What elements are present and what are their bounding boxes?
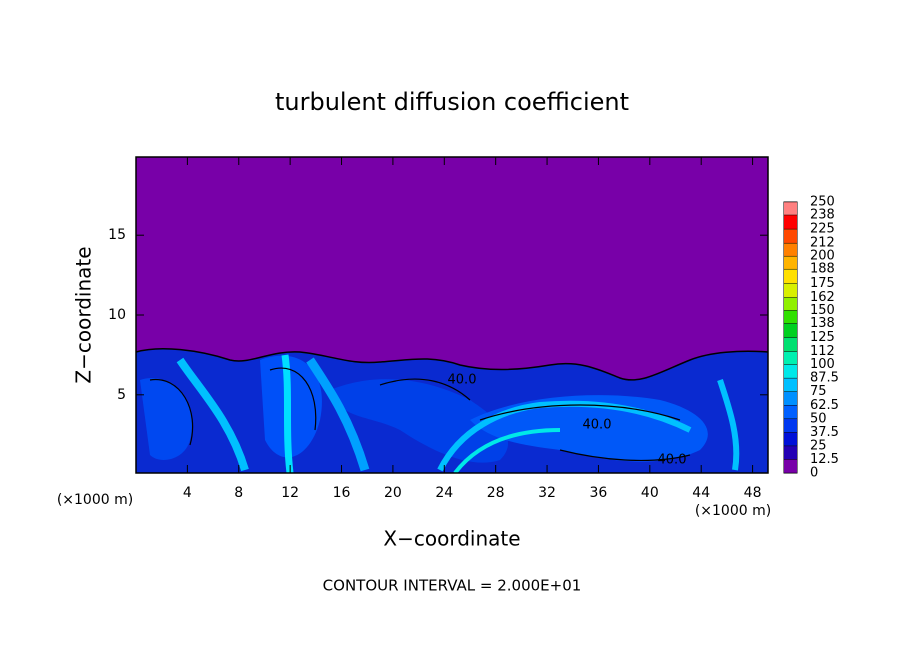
colorbar-label: 150 xyxy=(810,303,835,318)
colorbar-label: 138 xyxy=(810,316,835,331)
colorbar-label: 25 xyxy=(810,438,827,453)
contour-field xyxy=(136,157,768,473)
contour-note: CONTOUR INTERVAL = 2.000E+01 xyxy=(323,577,582,595)
colorbar-label: 125 xyxy=(810,330,835,345)
x-tick-label: 28 xyxy=(487,485,505,501)
colorbar-segment xyxy=(784,391,797,406)
colorbar-segment xyxy=(784,351,797,365)
colorbar-label: 12.5 xyxy=(810,452,839,467)
colorbar-label: 62.5 xyxy=(810,398,839,413)
colorbar-label: 175 xyxy=(810,276,835,291)
contour-label: 40.0 xyxy=(658,453,687,468)
colorbar-label: 238 xyxy=(810,208,835,223)
colorbar-segment xyxy=(784,337,797,352)
colorbar-label: 250 xyxy=(810,195,835,210)
colorbar-segment xyxy=(784,269,797,284)
x-tick-label: 40 xyxy=(641,485,659,501)
colorbar-label: 212 xyxy=(810,236,835,251)
colorbar-segment xyxy=(784,283,797,298)
colorbar-segment xyxy=(784,229,797,244)
colorbar-segment xyxy=(784,405,797,419)
x-tick-label: 32 xyxy=(538,485,556,501)
chart-title: turbulent diffusion coefficient xyxy=(275,88,629,116)
colorbar-segment xyxy=(784,323,797,338)
colorbar-segment xyxy=(784,432,797,446)
colorbar-label: 225 xyxy=(810,222,835,237)
colorbar-segment xyxy=(784,364,797,379)
colorbar-segment xyxy=(784,215,797,230)
colorbar-segment xyxy=(784,256,797,270)
x-tick-label: 20 xyxy=(384,485,402,501)
colorbar-label: 50 xyxy=(810,411,827,426)
x-unit-label: (×1000 m) xyxy=(695,503,771,519)
x-axis-label: X−coordinate xyxy=(383,527,520,551)
contour-label: 40.0 xyxy=(448,373,477,388)
colorbar-label: 87.5 xyxy=(810,371,839,386)
colorbar-segment xyxy=(784,243,797,257)
x-unit-label: (×1000 m) xyxy=(57,492,133,508)
x-tick-label: 48 xyxy=(744,485,762,501)
colorbar-segment xyxy=(784,310,797,324)
x-tick-label: 36 xyxy=(590,485,608,501)
colorbar-segment xyxy=(784,445,797,460)
x-tick-label: 16 xyxy=(333,485,351,501)
colorbar-label: 188 xyxy=(810,262,835,277)
colorbar-label: 162 xyxy=(810,290,835,305)
colorbar-segment xyxy=(784,202,797,216)
x-tick-label: 24 xyxy=(435,485,453,501)
colorbar-label: 200 xyxy=(810,249,835,264)
colorbar-label: 75 xyxy=(810,384,827,399)
contour-label: 40.0 xyxy=(583,418,612,433)
x-tick-label: 4 xyxy=(183,485,192,501)
colorbar-segment xyxy=(784,459,797,473)
colorbar-label: 37.5 xyxy=(810,425,839,440)
colorbar-label: 100 xyxy=(810,357,835,372)
colorbar-segment xyxy=(784,297,797,311)
y-tick-label: 10 xyxy=(108,307,126,323)
y-tick-label: 15 xyxy=(108,227,126,243)
colorbar-label: 112 xyxy=(810,344,835,359)
y-tick-label: 5 xyxy=(117,387,126,403)
colorbar-segment xyxy=(784,418,797,433)
y-axis-label: Z−coordinate xyxy=(72,246,96,383)
colorbar-segment xyxy=(784,378,797,392)
x-tick-label: 8 xyxy=(234,485,243,501)
x-tick-label: 12 xyxy=(281,485,299,501)
x-tick-label: 44 xyxy=(692,485,710,501)
colorbar-label: 0 xyxy=(810,466,818,481)
